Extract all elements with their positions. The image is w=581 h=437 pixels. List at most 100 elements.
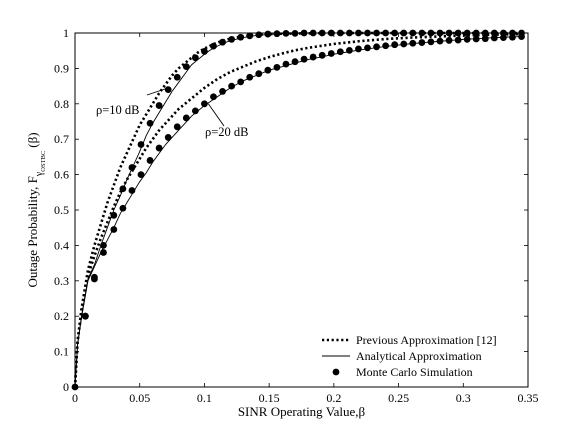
- monte-carlo-point: [219, 88, 226, 95]
- annotation-pointer: [207, 103, 225, 127]
- monte-carlo-point: [100, 242, 107, 249]
- monte-carlo-point: [490, 34, 498, 42]
- monte-carlo-point: [173, 123, 181, 131]
- monte-carlo-point: [373, 43, 380, 51]
- monte-carlo-point: [164, 86, 172, 94]
- legend-item: Previous Approximation [12]: [322, 333, 497, 347]
- y-axis-label: Outage Probability, FγOSTBC(β): [25, 132, 47, 287]
- legend-label: Analytical Approximation: [356, 349, 482, 363]
- monte-carlo-point: [300, 55, 308, 63]
- monte-carlo-point: [128, 164, 136, 171]
- monte-carlo-point: [210, 42, 217, 50]
- monte-carlo-point: [237, 33, 245, 41]
- monte-carlo-point: [128, 187, 136, 194]
- y-tick-label: 0.2: [54, 309, 69, 323]
- monte-carlo-point: [327, 50, 335, 57]
- x-tick-label: 0.3: [456, 391, 471, 405]
- monte-carlo-point: [173, 73, 181, 81]
- monte-carlo-point: [481, 35, 489, 43]
- monte-carlo-point: [273, 30, 281, 38]
- monte-carlo-point: [100, 249, 107, 256]
- monte-carlo-point: [146, 157, 154, 164]
- annotation-label: ρ=20 dB: [205, 125, 249, 139]
- monte-carlo-point: [164, 134, 172, 141]
- y-tick-label: 0.6: [54, 168, 69, 182]
- legend-label: Monte Carlo Simulation: [356, 365, 473, 379]
- y-tick-label: 0.3: [54, 274, 69, 288]
- monte-carlo-point: [500, 34, 507, 41]
- monte-carlo-point: [273, 63, 281, 71]
- monte-carlo-point: [91, 275, 98, 283]
- monte-carlo-point: [445, 37, 453, 44]
- legend-label: Previous Approximation [12]: [356, 333, 497, 347]
- monte-carlo-point: [81, 312, 89, 320]
- monte-carlo-point: [472, 35, 480, 43]
- y-axis-label-main: Outage Probability, F: [25, 176, 40, 287]
- monte-carlo-point: [228, 35, 236, 43]
- monte-carlo-point: [318, 51, 326, 59]
- monte-carlo-point: [255, 31, 263, 39]
- y-tick-label: 1: [63, 26, 69, 40]
- monte-carlo-point: [391, 41, 399, 49]
- annotation-layer: ρ=10 dB ρ=20 dB: [96, 87, 249, 139]
- x-tick-label: 0.1: [197, 391, 212, 405]
- monte-carlo-point: [454, 36, 462, 44]
- monte-carlo-point: [191, 107, 199, 115]
- y-tick-label: 0.5: [54, 203, 69, 217]
- annotation-pointer: [146, 87, 169, 96]
- monte-carlo-point: [210, 93, 217, 101]
- x-tick-label: 0: [72, 391, 78, 405]
- plot-background: [75, 33, 528, 387]
- monte-carlo-point: [382, 42, 390, 50]
- y-tick-label: 0.1: [54, 345, 69, 359]
- monte-carlo-point: [336, 48, 344, 56]
- monte-carlo-point: [182, 63, 190, 71]
- marker-series-rho20: [81, 33, 525, 320]
- monte-carlo-point: [355, 45, 362, 53]
- monte-carlo-point: [137, 171, 145, 179]
- y-axis-label-argument: (β): [25, 132, 40, 147]
- monte-carlo-point: [409, 39, 417, 47]
- monte-carlo-point: [237, 78, 245, 86]
- monte-carlo-point: [191, 54, 199, 62]
- monte-carlo-point: [246, 73, 254, 81]
- monte-carlo-point: [518, 33, 525, 40]
- monte-carlo-point: [255, 70, 263, 78]
- y-tick-label: 0.8: [54, 97, 69, 111]
- y-tick-label: 0.9: [54, 61, 69, 75]
- monte-carlo-point: [264, 30, 272, 38]
- y-axis-label-subscript: γ: [34, 171, 45, 177]
- monte-carlo-point: [364, 44, 371, 52]
- monte-carlo-point: [119, 185, 127, 193]
- monte-carlo-point: [155, 102, 163, 109]
- x-tick-label: 0.25: [388, 391, 409, 405]
- monte-carlo-point: [146, 119, 154, 127]
- monte-carlo-point: [427, 38, 435, 46]
- legend: Previous Approximation [12] Analytical Ap…: [322, 333, 497, 379]
- axes-layer: 0 0.05 0.1 0.15 0.2 0.25 0.3 0.35 0 0.1 0.2 0.3 0.4 0…: [25, 26, 539, 419]
- monte-carlo-point: [137, 141, 145, 148]
- monte-carlo-point: [119, 204, 127, 212]
- svg-text:Outage Probability, FγOSTBC(β): Outage Probability, FγOSTBC(β): [25, 132, 47, 287]
- series-layer: [71, 29, 525, 391]
- monte-carlo-point: [201, 100, 208, 108]
- legend-swatch-marker: [332, 368, 340, 376]
- monte-carlo-point: [400, 40, 408, 48]
- monte-carlo-point: [291, 58, 299, 66]
- monte-carlo-point: [228, 82, 236, 90]
- monte-carlo-point: [345, 46, 353, 54]
- y-axis-label-subsubscript: OSTBC: [40, 151, 47, 172]
- monte-carlo-point: [282, 60, 290, 68]
- annotation-label: ρ=10 dB: [96, 103, 140, 117]
- plot-area: [75, 33, 528, 387]
- monte-carlo-point: [264, 66, 272, 74]
- monte-carlo-point: [182, 114, 190, 122]
- x-tick-label: 0.05: [129, 391, 150, 405]
- x-axis-label: SINR Operating Value,β: [238, 404, 366, 419]
- monte-carlo-point: [219, 38, 226, 46]
- y-tick-label: 0.7: [54, 132, 69, 146]
- legend-item: Monte Carlo Simulation: [332, 365, 473, 379]
- legend-item: Analytical Approximation: [322, 349, 482, 363]
- monte-carlo-point: [418, 39, 426, 46]
